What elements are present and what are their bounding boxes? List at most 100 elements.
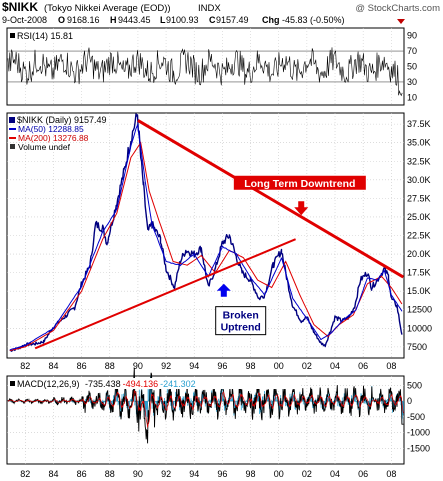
macd-signal-line <box>7 389 404 428</box>
exchange-label: INDX <box>198 3 221 14</box>
y-tick-label: 17.5K <box>407 268 431 278</box>
macd-title-bg <box>9 378 299 389</box>
y-tick-label: 15.0K <box>407 286 431 296</box>
broken-uptrend-label-line2: Uptrend <box>221 322 261 334</box>
rsi-y-axis: 90 70 50 30 10 <box>407 31 417 103</box>
macd-legend-swatch <box>10 381 15 386</box>
price-legend: $NIKK (Daily) 9157.49 MA(50) 12288.85 MA… <box>9 115 107 152</box>
x-tick-label: 88 <box>105 469 115 479</box>
y-tick-label: -1000 <box>407 428 430 438</box>
macd-legend-text: MACD(12,26,9) -735.438 -494.136 -241.302 <box>17 379 196 389</box>
y-tick-label: 22.5K <box>407 231 431 241</box>
x-tick-label: 92 <box>161 469 171 479</box>
y-tick-label: 50 <box>407 62 417 72</box>
macd-value: -735.438 <box>85 379 121 389</box>
date-label: 9-Oct-2008 <box>2 15 47 25</box>
y-tick-label: 27.5K <box>407 193 431 203</box>
open-label: O <box>58 15 65 25</box>
broken-uptrend-label-line1: Broken <box>223 310 259 322</box>
y-tick-label: 25.0K <box>407 212 431 222</box>
index-name-label: (Tokyo Nikkei Average (EOD)) <box>44 3 171 14</box>
rsi-title-bg <box>9 30 119 41</box>
rsi-line <box>7 47 403 97</box>
x-tick-label: 08 <box>386 361 396 371</box>
low-label: L <box>160 15 166 25</box>
macd-x-axis: 82 84 86 88 90 92 94 96 98 00 02 04 06 08 <box>20 469 396 479</box>
stockcharts-watermark: @ StockCharts.com <box>355 3 440 14</box>
y-tick-label: 10000 <box>407 323 432 333</box>
low-value: 9100.93 <box>166 15 199 25</box>
x-tick-label: 94 <box>189 469 199 479</box>
up-arrow-icon <box>216 283 231 297</box>
x-tick-label: 96 <box>217 469 227 479</box>
change-label: Chg <box>262 15 280 25</box>
macd-histogram-value: -241.302 <box>160 379 196 389</box>
macd-signal-value: -494.136 <box>123 379 159 389</box>
macd-y-axis: 500 0 -500 -1000 -1500 <box>407 380 430 453</box>
y-tick-label: 35.0K <box>407 138 431 148</box>
downtrend-label-box <box>233 175 366 190</box>
y-tick-label: 7500 <box>407 342 427 352</box>
y-tick-label: 30 <box>407 77 417 87</box>
ma200-legend-label: MA(200) 13276.88 <box>18 133 89 143</box>
close-value: 9157.49 <box>216 15 249 25</box>
volume-legend-swatch <box>10 144 15 149</box>
x-tick-label: 06 <box>358 361 368 371</box>
x-tick-label: 94 <box>189 361 199 371</box>
rsi-title: RSI(14) 15.81 <box>17 31 73 41</box>
x-tick-label: 86 <box>77 361 87 371</box>
down-triangle-icon <box>397 19 405 24</box>
y-tick-label: -500 <box>407 412 425 422</box>
x-tick-label: 08 <box>386 469 396 479</box>
price-x-axis: 82 84 86 88 90 92 94 96 98 00 02 04 06 08 <box>20 361 396 371</box>
open-value: 9168.16 <box>67 15 100 25</box>
change-value: -45.83 (-0.50%) <box>282 15 345 25</box>
y-tick-label: 20.0K <box>407 249 431 259</box>
broken-uptrend-label-box <box>215 306 267 336</box>
y-tick-label: 10 <box>407 92 417 102</box>
broken-uptrend-line <box>34 238 296 350</box>
macd-line <box>7 367 404 444</box>
x-tick-label: 06 <box>358 469 368 479</box>
y-tick-label: 70 <box>407 46 417 56</box>
long-term-downtrend-line <box>137 119 405 279</box>
close-label: C <box>209 15 216 25</box>
x-tick-label: 96 <box>217 361 227 371</box>
price-y-axis: 37.5K 35.0K 32.5K 30.0K 27.5K 25.0K 22.5K 20.0K… <box>407 119 432 352</box>
x-tick-label: 84 <box>48 361 58 371</box>
x-tick-label: 88 <box>105 361 115 371</box>
y-tick-label: 0 <box>407 396 412 406</box>
down-arrow-icon <box>294 201 309 216</box>
x-tick-label: 98 <box>246 469 256 479</box>
x-tick-label: 98 <box>246 361 256 371</box>
x-tick-label: 02 <box>302 469 312 479</box>
nikkei-price-line <box>9 113 403 352</box>
y-tick-label: 12500 <box>407 305 432 315</box>
ma50-legend-label: MA(50) 12288.85 <box>18 124 84 134</box>
y-tick-label: 30.0K <box>407 175 431 185</box>
high-value: 9443.45 <box>118 15 151 25</box>
y-tick-label: 37.5K <box>407 119 431 129</box>
x-tick-label: 90 <box>133 469 143 479</box>
downtrend-label: Long Term Downtrend <box>244 178 355 190</box>
x-tick-label: 00 <box>274 361 284 371</box>
y-tick-label: 32.5K <box>407 156 431 166</box>
x-tick-label: 82 <box>20 469 30 479</box>
macd-title: MACD(12,26,9) <box>17 379 80 389</box>
y-tick-label: -1500 <box>407 443 430 453</box>
rsi-legend-swatch <box>10 33 15 38</box>
x-tick-label: 84 <box>48 469 58 479</box>
x-tick-label: 86 <box>77 469 87 479</box>
x-tick-label: 04 <box>330 469 340 479</box>
symbol-label: $NIKK <box>2 0 38 14</box>
y-tick-label: 90 <box>407 31 417 41</box>
price-legend-label: $NIKK (Daily) 9157.49 <box>17 115 107 125</box>
x-tick-label: 04 <box>330 361 340 371</box>
x-tick-label: 00 <box>274 469 284 479</box>
x-tick-label: 92 <box>161 361 171 371</box>
x-tick-label: 02 <box>302 361 312 371</box>
volume-legend-label: Volume undef <box>18 142 71 152</box>
x-tick-label: 90 <box>133 361 143 371</box>
x-tick-label: 82 <box>20 361 30 371</box>
